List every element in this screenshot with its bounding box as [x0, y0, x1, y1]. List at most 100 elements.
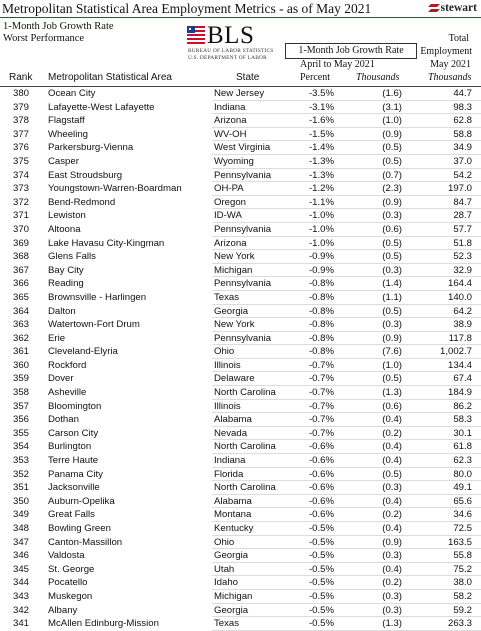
- percent-cell: -0.8%: [308, 278, 334, 290]
- state-cell: Nevada: [214, 427, 248, 439]
- thousands-cell: (0.5): [382, 251, 402, 263]
- employment-cell: 140.0: [447, 291, 472, 303]
- thousands-cell: (0.5): [382, 142, 402, 154]
- thousands-cell: (1.3): [382, 387, 402, 399]
- thousands-cell: (0.9): [382, 196, 402, 208]
- employment-cell: 72.5: [453, 523, 472, 534]
- rank-cell: 353: [12, 455, 29, 467]
- msa-cell: Parkersburg-Vienna: [48, 142, 134, 154]
- rank-cell: 350: [12, 495, 29, 507]
- state-cell: WV-OH: [214, 128, 247, 140]
- row-divider: [212, 140, 481, 142]
- rank-header: Rank: [9, 72, 33, 83]
- thousands-cell: (0.6): [382, 223, 402, 235]
- subtitle-scope: Worst Performance: [3, 33, 85, 44]
- employment-cell: 52.3: [453, 251, 472, 263]
- thousands-cell: (0.3): [382, 604, 402, 616]
- percent-cell: -0.5%: [308, 536, 334, 548]
- rank-cell: 343: [12, 590, 29, 602]
- employment-cell: 38.9: [453, 319, 472, 331]
- bls-department-line: U.S. DEPARTMENT OF LABOR: [188, 55, 267, 61]
- rank-cell: 370: [12, 223, 29, 235]
- table-row: 350 Auburn-Opelika Alabama -0.6% (0.4) 65.6: [0, 495, 481, 509]
- row-divider: [212, 534, 481, 536]
- state-cell: New York: [214, 251, 255, 263]
- percent-cell: -0.6%: [308, 509, 334, 521]
- employment-cell: 98.3: [453, 101, 472, 113]
- table-row: 380 Ocean City New Jersey -3.5% (1.6) 44.7: [0, 87, 481, 101]
- thousands-cell: (3.1): [382, 101, 402, 113]
- state-cell: Michigan: [214, 590, 253, 602]
- thousands-cell: (1.3): [382, 618, 402, 630]
- thousands-cell: (0.3): [382, 210, 402, 222]
- state-cell: Michigan: [214, 264, 253, 276]
- thousands-cell: (0.6): [382, 400, 402, 412]
- thousands-cell: (0.5): [382, 155, 402, 167]
- row-divider: [212, 208, 481, 210]
- employment-cell: 84.7: [453, 196, 472, 208]
- table-row: 349 Great Falls Montana -0.6% (0.2) 34.6: [0, 508, 481, 522]
- employment-cell: 57.7: [453, 223, 472, 235]
- table-row: 362 Erie Pennsylvania -0.8% (0.9) 117.8: [0, 332, 481, 346]
- table-row: 373 Youngstown-Warren-Boardman OH-PA -1.2% (…: [0, 182, 481, 196]
- growth-period-header: April to May 2021: [300, 59, 375, 70]
- percent-cell: -0.9%: [308, 264, 334, 276]
- state-cell: Texas: [214, 291, 240, 303]
- employment-cell: 117.8: [448, 332, 472, 344]
- percent-cell: -1.3%: [308, 155, 334, 167]
- state-cell: OH-PA: [214, 183, 244, 195]
- employment-cell: 59.2: [453, 604, 472, 616]
- rank-cell: 357: [12, 400, 29, 412]
- employment-cell: 197.0: [447, 183, 472, 195]
- msa-cell: Bend-Redmond: [48, 196, 116, 208]
- table-row: 376 Parkersburg-Vienna West Virginia -1.4% (…: [0, 141, 481, 155]
- employment-cell: 263.3: [447, 618, 472, 630]
- page-title: Metropolitan Statistical Area Employment…: [2, 1, 372, 16]
- thousands-cell: (0.4): [382, 455, 402, 467]
- msa-cell: Carson City: [48, 427, 99, 439]
- percent-cell: -1.5%: [308, 128, 334, 140]
- table-row: 351 Jacksonville North Carolina -0.6% (0.3) 4…: [0, 481, 481, 495]
- msa-cell: East Stroudsburg: [48, 169, 123, 181]
- state-cell: Florida: [214, 468, 244, 480]
- table-row: 369 Lake Havasu City-Kingman Arizona -1.0% (…: [0, 237, 481, 251]
- percent-cell: -0.5%: [308, 577, 334, 589]
- rank-cell: 346: [12, 550, 29, 562]
- row-divider: [212, 303, 481, 305]
- percent-cell: -0.8%: [308, 346, 334, 358]
- employment-header-employment: Employment: [420, 46, 472, 57]
- state-cell: Georgia: [214, 604, 249, 616]
- row-divider: [212, 588, 481, 590]
- employment-cell: 38.0: [453, 577, 472, 589]
- msa-cell: Youngstown-Warren-Boardman: [48, 183, 182, 195]
- row-divider: [212, 439, 481, 441]
- table-row: 352 Panama City Florida -0.6% (0.5) 80.0: [0, 468, 481, 482]
- msa-cell: Glens Falls: [48, 251, 96, 263]
- table-row: 367 Bay City Michigan -0.9% (0.3) 32.9: [0, 264, 481, 278]
- employment-cell: 64.2: [453, 305, 472, 317]
- employment-cell: 62.3: [453, 455, 472, 467]
- thousands-cell: (0.4): [382, 495, 402, 507]
- table-row: 356 Dothan Alabama -0.7% (0.4) 58.3: [0, 413, 481, 427]
- state-cell: Alabama: [214, 495, 252, 507]
- table-row: 368 Glens Falls New York -0.9% (0.5) 52.3: [0, 250, 481, 264]
- state-cell: Montana: [214, 509, 252, 521]
- table-row: 348 Bowling Green Kentucky -0.5% (0.4) 72.5: [0, 522, 481, 536]
- msa-cell: Erie: [48, 332, 66, 344]
- state-cell: Arizona: [214, 237, 247, 249]
- thousands-cell: (0.3): [382, 590, 402, 602]
- employment-cell: 34.9: [453, 142, 472, 154]
- percent-cell: -0.7%: [308, 387, 334, 399]
- msa-cell: Reading: [48, 278, 84, 290]
- percent-cell: -3.5%: [308, 88, 334, 99]
- thousands-cell: (0.9): [382, 536, 402, 548]
- msa-cell: Muskegon: [48, 590, 93, 602]
- percent-cell: -1.6%: [308, 115, 334, 127]
- row-divider: [212, 561, 481, 563]
- row-divider: [212, 262, 481, 264]
- row-divider: [212, 507, 481, 509]
- thousands-cell: (0.2): [382, 427, 402, 439]
- bls-wordmark: BLS: [207, 22, 255, 49]
- msa-cell: Bowling Green: [48, 523, 111, 534]
- percent-cell: -0.6%: [308, 468, 334, 480]
